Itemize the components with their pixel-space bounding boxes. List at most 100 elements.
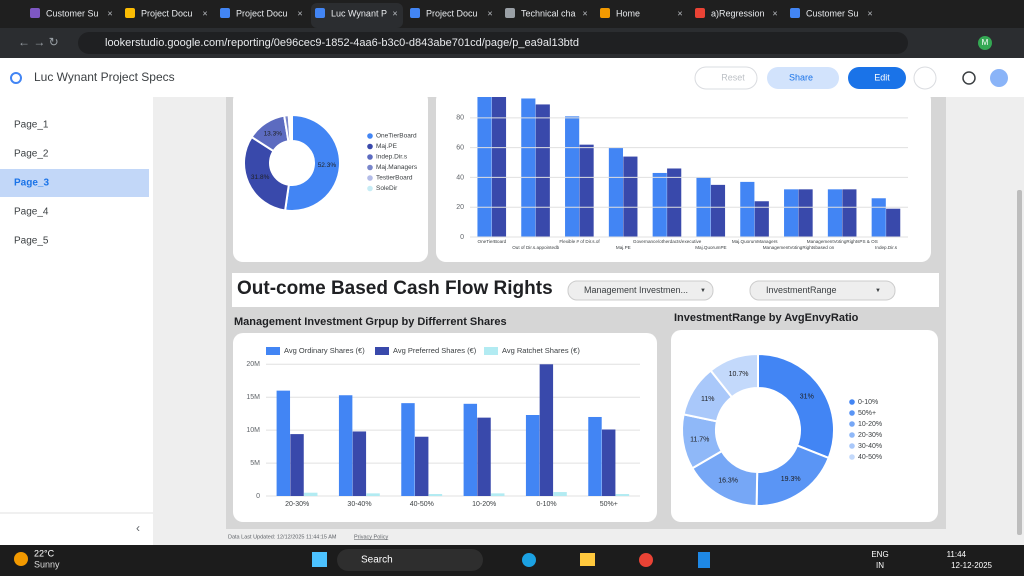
tab-title[interactable]: Project Docu (141, 8, 193, 18)
search-box[interactable] (337, 549, 483, 571)
tab-close[interactable]: × (487, 8, 492, 18)
app-icon[interactable] (639, 553, 653, 567)
weather-icon (14, 552, 28, 566)
reset-button[interactable] (694, 66, 758, 90)
app-icon[interactable] (522, 553, 536, 567)
x-tick-label: 20-30% (285, 501, 309, 508)
legend-label: 30-40% (858, 443, 882, 450)
bar (338, 395, 353, 496)
bar (491, 493, 505, 496)
y-tick-label: 20 (456, 204, 464, 211)
page-link[interactable]: Page_2 (14, 149, 49, 160)
start-button[interactable] (312, 552, 327, 567)
bar (754, 201, 769, 237)
tab-title[interactable]: Customer Su (806, 8, 859, 18)
account-avatar[interactable] (990, 69, 1008, 87)
more-button[interactable] (913, 66, 937, 90)
active-tab[interactable] (311, 3, 403, 28)
help-button[interactable] (962, 71, 976, 85)
selected-page[interactable] (0, 169, 149, 197)
tab-close[interactable]: × (202, 8, 207, 18)
legend-swatch (849, 432, 855, 438)
y-tick-label: 5M (250, 460, 260, 467)
tab-close[interactable]: × (582, 8, 587, 18)
tab-close[interactable]: × (107, 8, 112, 18)
tab-title[interactable]: Project Docu (426, 8, 478, 18)
page-link[interactable]: Page_5 (14, 236, 49, 247)
page-link[interactable]: Page_4 (14, 207, 49, 218)
legend-swatch (367, 185, 373, 192)
chart-title: Management Investment Grpup by Differren… (234, 316, 507, 328)
tab-close[interactable]: × (392, 8, 397, 18)
share-button[interactable] (767, 67, 839, 89)
x-tick-label: Out of Dir.s.appointedb (512, 245, 559, 250)
legend-swatch (849, 399, 855, 405)
collapse-button[interactable]: ‹ (136, 521, 140, 535)
tab-title[interactable]: Luc Wynant P (331, 8, 387, 18)
bar (601, 429, 616, 496)
tab-close[interactable]: × (867, 8, 872, 18)
page-link[interactable]: Page_3 (14, 178, 49, 189)
tab-close[interactable]: × (677, 8, 682, 18)
legend-label: Avg Preferred Shares (€) (393, 346, 477, 355)
legend-swatch (266, 347, 280, 355)
tab-icon (315, 8, 325, 18)
dropdown-arrow: ▼ (875, 288, 881, 294)
tab-close[interactable]: × (772, 8, 777, 18)
bar (667, 168, 682, 237)
x-tick-label: Indep.Dir.s (875, 245, 898, 250)
legend-label: 40-50% (858, 454, 882, 461)
nav-buttons[interactable]: ← → ↻ (18, 35, 59, 49)
language: ENG (871, 550, 888, 559)
url: lookerstudio.google.com/reporting/0e96ce… (105, 37, 579, 49)
legend-label: Maj.Managers (376, 164, 418, 171)
privacy-link[interactable]: Privacy Policy (354, 534, 388, 540)
legend-swatch (849, 421, 855, 427)
tab-close[interactable]: × (297, 8, 302, 18)
y-tick-label: 60 (456, 144, 464, 151)
filter-control[interactable] (567, 280, 714, 301)
card (436, 90, 931, 262)
tab-title[interactable]: Technical cha (521, 8, 576, 18)
address-bar[interactable] (78, 32, 908, 54)
profile-avatar[interactable] (978, 36, 992, 50)
edit-button[interactable] (848, 67, 906, 89)
scrollbar[interactable] (1017, 190, 1022, 535)
bar (842, 189, 857, 237)
donut-slice (289, 113, 293, 143)
tab-title[interactable]: Project Docu (236, 8, 288, 18)
legend-swatch (367, 175, 373, 181)
filter-control[interactable] (749, 280, 896, 301)
slice-label: 31% (800, 394, 814, 401)
bar (352, 431, 367, 496)
tab-icon (410, 8, 420, 18)
weather: Sunny (34, 559, 60, 569)
search-label: Search (361, 555, 393, 566)
slice-label: 52.3% (318, 162, 337, 169)
legend-label: OneTierBoard (376, 133, 417, 140)
tab-icon (220, 8, 230, 18)
dropdown-arrow: ▼ (700, 288, 706, 294)
legend-label: SoleDir (376, 185, 398, 192)
temperature: 22°C (34, 548, 55, 558)
bar (477, 97, 492, 237)
tab-title[interactable]: Home (616, 8, 640, 18)
tab-title[interactable]: Customer Su (46, 8, 99, 18)
app-icon[interactable] (698, 552, 710, 568)
y-tick-label: 80 (456, 115, 464, 122)
tab-title[interactable]: a)Regression (711, 8, 765, 18)
legend-label: Avg Ratchet Shares (€) (502, 346, 580, 355)
legend-swatch (367, 133, 373, 139)
legend-label: Maj.PE (376, 143, 398, 150)
page-link[interactable]: Page_1 (14, 120, 49, 131)
logo (10, 72, 22, 84)
filter-label: InvestmentRange (766, 285, 837, 295)
legend-swatch (367, 164, 373, 171)
bar (304, 492, 318, 496)
x-tick-label: Flexible # of Dir.s.of (559, 239, 600, 244)
app-icon[interactable] (580, 553, 595, 566)
bar (491, 97, 507, 237)
bar (525, 415, 540, 496)
